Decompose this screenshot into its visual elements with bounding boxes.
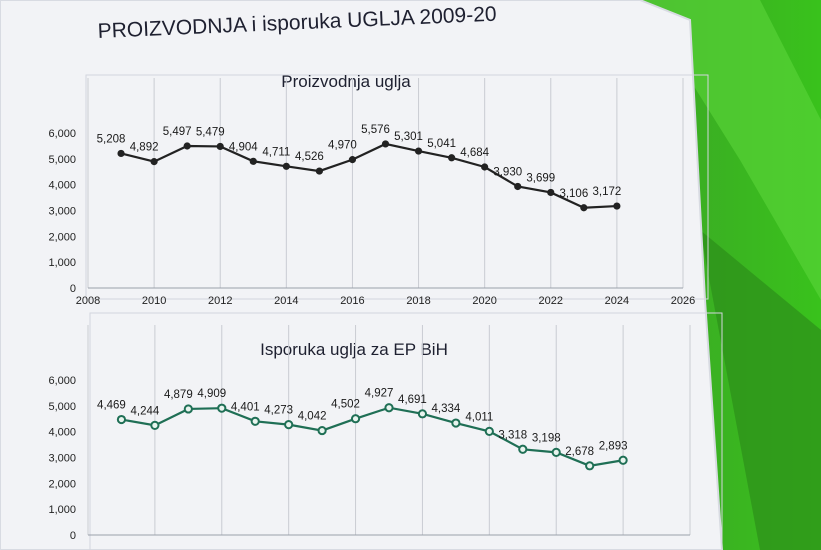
y-tick-label: 0 xyxy=(70,283,76,295)
data-label: 3,699 xyxy=(526,172,555,184)
data-point xyxy=(417,409,428,419)
y-tick-label: 2,000 xyxy=(48,231,76,243)
x-tick-label: 2026 xyxy=(671,295,695,307)
data-point xyxy=(481,163,489,171)
series-line xyxy=(121,406,624,467)
y-tick-label: 5,000 xyxy=(48,154,76,166)
data-label: 5,576 xyxy=(361,124,390,136)
data-point xyxy=(551,447,561,457)
y-tick-label: 5,000 xyxy=(48,401,76,413)
y-tick-label: 0 xyxy=(70,530,76,542)
y-tick-label: 2,000 xyxy=(48,478,76,490)
chart-title: Isporuka uglja za EP BiH xyxy=(260,340,448,359)
chart-frame xyxy=(89,312,723,550)
data-label: 4,042 xyxy=(298,411,327,423)
data-label: 5,208 xyxy=(97,133,126,145)
data-label: 4,502 xyxy=(331,399,360,411)
data-point xyxy=(183,404,193,414)
x-tick-label: 2022 xyxy=(539,295,563,307)
x-tick-label: 2024 xyxy=(605,295,629,307)
chart-title: Proizvodnja uglja xyxy=(281,72,411,91)
y-tick-label: 3,000 xyxy=(48,453,76,465)
data-label: 3,106 xyxy=(559,188,588,200)
data-point xyxy=(216,142,224,151)
data-point xyxy=(116,414,127,425)
data-point xyxy=(183,142,191,150)
data-point xyxy=(613,202,621,210)
x-tick-label: 2010 xyxy=(142,295,166,307)
data-label: 5,041 xyxy=(427,138,456,150)
data-label: 2,678 xyxy=(565,446,594,458)
x-tick-label: 2020 xyxy=(472,295,496,307)
data-label: 4,904 xyxy=(229,141,258,153)
data-point xyxy=(348,156,357,164)
y-tick-label: 4,000 xyxy=(48,180,76,192)
data-point xyxy=(350,414,361,424)
data-point xyxy=(217,403,227,413)
data-label: 3,172 xyxy=(592,186,621,198)
data-label: 5,301 xyxy=(394,131,423,143)
data-label: 4,469 xyxy=(97,400,126,412)
data-label: 2,893 xyxy=(599,440,628,452)
data-point xyxy=(414,147,423,155)
y-tick-label: 6,000 xyxy=(48,128,76,140)
data-point xyxy=(150,420,160,430)
data-label: 4,711 xyxy=(262,146,290,158)
slide-title: PROIZVODNJA i isporuka UGLJA 2009-20 xyxy=(97,3,497,43)
x-tick-label: 2008 xyxy=(76,295,100,307)
data-point xyxy=(384,403,394,413)
y-tick-label: 1,000 xyxy=(48,504,76,516)
data-point xyxy=(381,140,390,148)
data-label: 4,684 xyxy=(460,147,489,159)
data-label: 4,909 xyxy=(197,388,226,400)
data-point xyxy=(315,167,323,175)
data-label: 4,526 xyxy=(295,151,324,163)
data-label: 5,497 xyxy=(163,126,192,138)
x-tick-label: 2016 xyxy=(340,295,364,307)
data-label: 4,927 xyxy=(365,388,394,400)
series-line xyxy=(120,142,617,209)
data-point xyxy=(547,188,555,197)
data-point xyxy=(249,157,257,165)
data-label: 4,892 xyxy=(130,142,159,154)
y-tick-label: 4,000 xyxy=(48,427,76,439)
y-tick-label: 3,000 xyxy=(48,206,76,218)
data-point xyxy=(117,149,125,158)
data-label: 3,930 xyxy=(493,166,522,178)
data-point xyxy=(284,420,294,430)
data-label: 4,970 xyxy=(328,140,357,152)
data-label: 4,401 xyxy=(231,401,260,413)
data-label: 4,273 xyxy=(264,405,293,417)
chart-frame xyxy=(85,74,709,300)
data-label: 4,334 xyxy=(431,403,460,415)
x-tick-label: 2018 xyxy=(406,295,430,307)
data-point xyxy=(448,154,456,162)
production-chart: Proizvodnja uglja 0 1,000 2,000 3,000 4,000 5… xyxy=(48,72,709,307)
data-label: 4,244 xyxy=(130,405,159,417)
data-point xyxy=(514,182,522,191)
x-tick-label: 2012 xyxy=(208,295,232,307)
data-label: 4,691 xyxy=(398,394,427,406)
data-label: 3,318 xyxy=(498,429,527,441)
data-point xyxy=(585,461,595,471)
data-point xyxy=(518,444,528,454)
delivery-chart: Isporuka uglja za EP BiH 0 1,000 2,000 3,00… xyxy=(48,312,723,550)
data-label: 4,879 xyxy=(164,389,193,401)
y-tick-label: 1,000 xyxy=(48,257,76,269)
data-label: 3,198 xyxy=(532,432,561,444)
y-tick-label: 6,000 xyxy=(48,375,76,387)
data-point xyxy=(282,162,290,170)
data-point xyxy=(484,426,494,436)
data-point xyxy=(580,204,588,212)
data-point xyxy=(150,158,158,166)
x-tick-label: 2014 xyxy=(274,295,298,307)
data-label: 4,011 xyxy=(465,411,493,423)
data-point xyxy=(618,455,628,465)
data-point xyxy=(317,425,327,436)
data-point xyxy=(451,418,461,428)
data-label: 5,479 xyxy=(196,126,225,138)
data-point xyxy=(250,416,260,426)
